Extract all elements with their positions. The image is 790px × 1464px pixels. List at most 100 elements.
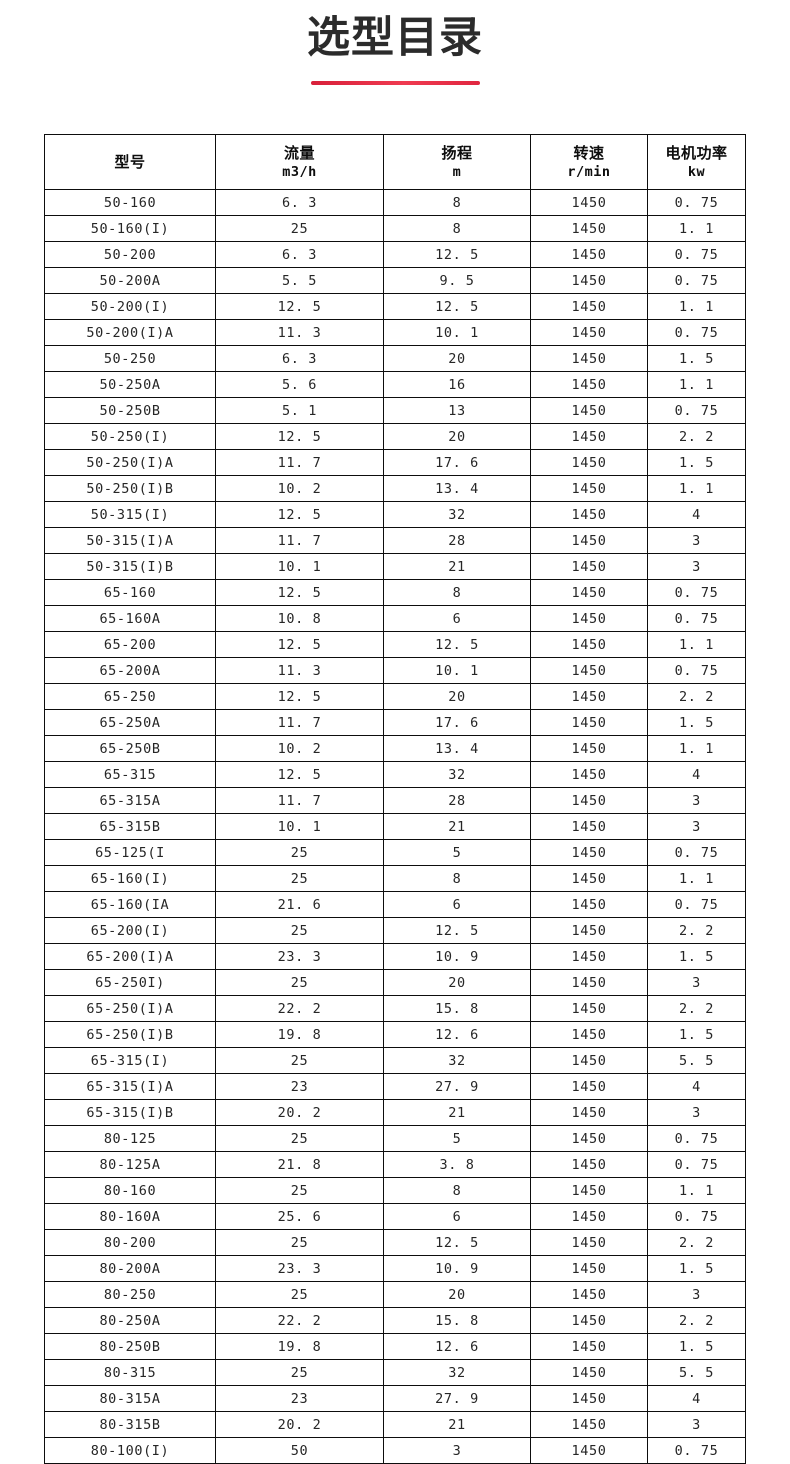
column-header-flow: 流量 m3/h (215, 134, 384, 190)
cell-head: 3. 8 (383, 1151, 531, 1178)
column-header-head: 扬程 m (383, 134, 531, 190)
cell-power: 2. 2 (647, 917, 746, 944)
cell-model: 65-250 (44, 683, 216, 710)
table-row: 50-315(I)A 11. 7 28 1450 3 (44, 527, 746, 554)
cell-power: 1. 5 (647, 1021, 746, 1048)
cell-speed: 1450 (530, 1333, 648, 1360)
cell-head: 21 (383, 1099, 531, 1126)
cell-head: 8 (383, 215, 531, 242)
cell-model: 50-200A (44, 267, 216, 294)
cell-model: 50-250B (44, 397, 216, 424)
cell-speed: 1450 (530, 995, 648, 1022)
cell-speed: 1450 (530, 605, 648, 632)
cell-model: 50-315(I)B (44, 553, 216, 580)
cell-model: 80-125A (44, 1151, 216, 1178)
cell-model: 80-315 (44, 1359, 216, 1386)
cell-model: 80-315A (44, 1385, 216, 1412)
cell-power: 0. 75 (647, 605, 746, 632)
table-row: 50-250(I)B 10. 2 13. 4 1450 1. 1 (44, 475, 746, 502)
cell-flow: 12. 5 (215, 501, 384, 528)
cell-speed: 1450 (530, 579, 648, 606)
cell-model: 65-200(I)A (44, 943, 216, 970)
table-row: 80-315A 23 27. 9 1450 4 (44, 1385, 746, 1412)
cell-head: 12. 6 (383, 1021, 531, 1048)
cell-power: 3 (647, 1411, 746, 1438)
cell-model: 65-315A (44, 787, 216, 814)
cell-power: 1. 1 (647, 215, 746, 242)
cell-model: 80-100(I) (44, 1437, 216, 1464)
cell-speed: 1450 (530, 293, 648, 320)
cell-flow: 25 (215, 865, 384, 892)
table-row: 50-250A 5. 6 16 1450 1. 1 (44, 371, 746, 398)
cell-head: 8 (383, 1177, 531, 1204)
cell-speed: 1450 (530, 1125, 648, 1152)
cell-head: 16 (383, 371, 531, 398)
cell-model: 50-250(I) (44, 423, 216, 450)
table-row: 80-125 25 5 1450 0. 75 (44, 1125, 746, 1152)
cell-power: 1. 1 (647, 293, 746, 320)
table-row: 65-200 12. 5 12. 5 1450 1. 1 (44, 631, 746, 658)
column-header-unit: r/min (567, 164, 611, 181)
cell-head: 12. 5 (383, 293, 531, 320)
cell-flow: 20. 2 (215, 1411, 384, 1438)
table-row: 65-250(I)A 22. 2 15. 8 1450 2. 2 (44, 995, 746, 1022)
title-underline-wrap (0, 81, 790, 85)
table-row: 65-160(IA 21. 6 6 1450 0. 75 (44, 891, 746, 918)
cell-flow: 11. 7 (215, 527, 384, 554)
cell-flow: 10. 1 (215, 813, 384, 840)
table-row: 65-315 12. 5 32 1450 4 (44, 761, 746, 788)
cell-power: 1. 1 (647, 371, 746, 398)
cell-head: 32 (383, 761, 531, 788)
pump-specification-table: 型号 流量 m3/h 扬程 m 转速 r/min 电机功率 kw 50-160 6. 3 8 1450… (44, 134, 746, 1464)
cell-model: 65-160(IA (44, 891, 216, 918)
cell-speed: 1450 (530, 241, 648, 268)
cell-power: 1. 1 (647, 735, 746, 762)
table-row: 80-125A 21. 8 3. 8 1450 0. 75 (44, 1151, 746, 1178)
cell-model: 65-315(I)A (44, 1073, 216, 1100)
cell-model: 80-315B (44, 1411, 216, 1438)
table-row: 50-160(I) 25 8 1450 1. 1 (44, 215, 746, 242)
table-row: 50-250(I) 12. 5 20 1450 2. 2 (44, 423, 746, 450)
cell-power: 2. 2 (647, 1307, 746, 1334)
table-row: 50-200 6. 3 12. 5 1450 0. 75 (44, 241, 746, 268)
cell-power: 1. 5 (647, 449, 746, 476)
cell-power: 0. 75 (647, 579, 746, 606)
cell-model: 50-250A (44, 371, 216, 398)
table-row: 80-250B 19. 8 12. 6 1450 1. 5 (44, 1333, 746, 1360)
cell-power: 0. 75 (647, 319, 746, 346)
cell-speed: 1450 (530, 735, 648, 762)
table-row: 80-200 25 12. 5 1450 2. 2 (44, 1229, 746, 1256)
cell-model: 50-250(I)B (44, 475, 216, 502)
cell-power: 0. 75 (647, 1151, 746, 1178)
cell-head: 8 (383, 865, 531, 892)
cell-flow: 25 (215, 1281, 384, 1308)
cell-flow: 25 (215, 1359, 384, 1386)
cell-model: 50-160 (44, 189, 216, 216)
table-row: 65-315A 11. 7 28 1450 3 (44, 787, 746, 814)
cell-speed: 1450 (530, 683, 648, 710)
column-header-model: 型号 (44, 134, 216, 190)
cell-model: 50-200(I) (44, 293, 216, 320)
cell-speed: 1450 (530, 1047, 648, 1074)
table-row: 80-160A 25. 6 6 1450 0. 75 (44, 1203, 746, 1230)
table-row: 65-250(I)B 19. 8 12. 6 1450 1. 5 (44, 1021, 746, 1048)
cell-power: 1. 1 (647, 1177, 746, 1204)
cell-speed: 1450 (530, 891, 648, 918)
table-row: 65-200A 11. 3 10. 1 1450 0. 75 (44, 657, 746, 684)
table-row: 80-250A 22. 2 15. 8 1450 2. 2 (44, 1307, 746, 1334)
column-header-unit: kw (687, 164, 706, 181)
table-row: 80-315B 20. 2 21 1450 3 (44, 1411, 746, 1438)
cell-flow: 10. 8 (215, 605, 384, 632)
cell-power: 2. 2 (647, 995, 746, 1022)
cell-head: 28 (383, 527, 531, 554)
cell-flow: 23. 3 (215, 1255, 384, 1282)
cell-power: 0. 75 (647, 1125, 746, 1152)
table-header-row: 型号 流量 m3/h 扬程 m 转速 r/min 电机功率 kw (44, 134, 746, 190)
column-header-title: 型号 (114, 152, 146, 171)
cell-power: 0. 75 (647, 267, 746, 294)
cell-flow: 22. 2 (215, 995, 384, 1022)
cell-power: 1. 5 (647, 943, 746, 970)
cell-speed: 1450 (530, 371, 648, 398)
cell-speed: 1450 (530, 345, 648, 372)
table-row: 65-250A 11. 7 17. 6 1450 1. 5 (44, 709, 746, 736)
